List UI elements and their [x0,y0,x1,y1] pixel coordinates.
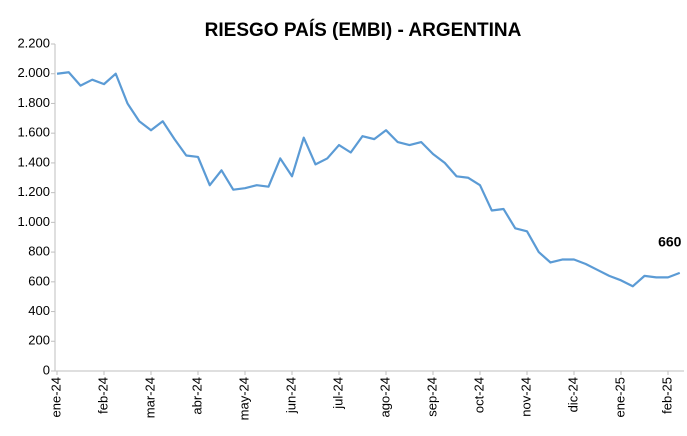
x-tick-label: ene-25 [612,377,627,417]
x-tick-label: jun-24 [283,377,298,414]
x-tick-label: jul-24 [330,377,345,410]
y-tick-label: 1.000 [17,214,50,229]
x-tick-label: sep-24 [424,377,439,417]
x-tick-label: abr-24 [189,377,204,415]
chart-title: RIESGO PAÍS (EMBI) - ARGENTINA [205,19,522,41]
y-tick-label: 2.200 [17,35,50,50]
data-label: 660 [658,234,682,250]
y-tick-label: 400 [28,303,50,318]
x-tick-label: feb-25 [659,377,674,414]
x-tick-label: oct-24 [471,377,486,413]
x-tick-label: ene-24 [48,377,63,417]
x-tick-label: ago-24 [377,377,392,417]
y-tick-label: 1.800 [17,95,50,110]
x-tick-label: mar-24 [142,377,157,418]
y-tick-label: 600 [28,273,50,288]
y-tick-label: 0 [43,362,50,377]
y-tick-label: 1.200 [17,184,50,199]
x-tick-label: may-24 [236,377,251,420]
x-tick-label: feb-24 [95,377,110,414]
y-tick-label: 200 [28,333,50,348]
series-line [56,71,681,288]
x-tick-label: nov-24 [518,377,533,417]
y-tick-label: 1.600 [17,125,50,140]
y-tick-label: 2.000 [17,65,50,80]
y-tick-label: 800 [28,244,50,259]
y-tick-label: 1.400 [17,154,50,169]
x-tick-label: dic-24 [565,377,580,412]
